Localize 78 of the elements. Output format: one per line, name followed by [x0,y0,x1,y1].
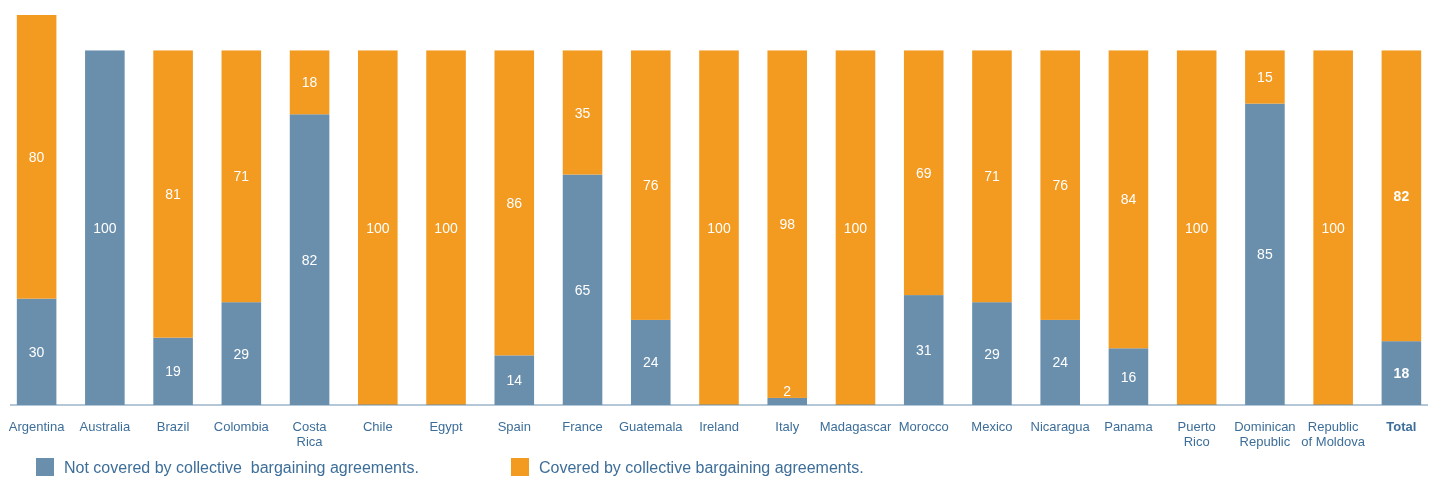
bar [903,50,944,296]
x-tick-label: Panama [1104,419,1154,434]
data-label: 16 [1120,368,1137,385]
x-tick-label: Ireland [699,419,739,434]
data-label: 85 [1257,246,1273,263]
data-label: 81 [165,186,182,203]
data-label: 84 [1120,191,1137,208]
data-label: 18 [301,74,318,91]
data-label: 24 [1052,354,1069,371]
data-label: 80 [28,148,45,165]
data-label: 86 [506,194,523,211]
data-label: 69 [915,164,932,181]
data-label: 35 [574,104,591,121]
data-label: 2 [783,382,792,399]
x-tick-label: Italy [775,419,800,434]
bar [699,50,739,405]
data-label: 65 [574,281,591,298]
data-label: 18 [1393,365,1410,382]
x-tick-label: Colombia [213,419,270,434]
bar [767,50,808,398]
bar [1313,50,1353,405]
bar [972,50,1012,303]
x-tick-label: Dominican Republic [1234,419,1296,449]
data-label: 100 [1321,219,1346,236]
x-tick-label: Madagascar [819,419,892,434]
data-label: 31 [915,342,932,359]
data-label: 100 [434,219,458,236]
data-label: 19 [165,363,182,380]
bar [562,50,603,175]
data-label: 24 [642,354,659,371]
x-tick-label: Guatemala [618,419,684,434]
data-label: 100 [93,219,117,236]
data-label: 76 [1052,177,1069,194]
x-tick-label: Spain [497,419,531,434]
data-label: 14 [506,372,523,389]
x-tick-label: Republic of Moldova [1301,419,1366,449]
bar [835,50,876,405]
x-tick-label: France [562,419,603,434]
data-label: 100 [843,219,868,236]
x-tick-label: Egypt [429,419,464,434]
x-tick-label: Chile [362,419,393,434]
data-label: 100 [1184,219,1209,236]
bar [289,50,330,115]
bar [1040,50,1080,320]
x-tick-label: Morocco [898,419,949,434]
data-label: 100 [707,219,731,236]
bar [153,50,193,338]
legend-label: Not covered by collective bargaining agreements. [64,459,419,476]
data-label: 82 [1393,187,1410,204]
bar [494,50,535,356]
data-label: 82 [301,251,318,268]
legend-label: Covered by collective bargaining agreements. [539,459,864,476]
data-label: 29 [233,345,250,362]
x-tick-label: Puerto Rico [1177,419,1216,449]
data-label: 15 [1257,69,1273,86]
data-label: 100 [366,219,390,236]
x-tick-label: Brazil [156,419,190,434]
bar [358,50,398,405]
data-label: 30 [28,343,45,360]
data-label: 71 [984,168,1000,185]
bar [1176,50,1217,405]
x-tick-label: Mexico [971,419,1013,434]
data-label: 98 [779,216,796,233]
data-label: 76 [642,177,659,194]
x-tick-label: Australia [79,419,131,434]
x-tick-label: Total [1386,419,1417,434]
bar [630,50,671,320]
bar [426,50,466,405]
x-tick-label: Nicaragua [1030,419,1091,434]
x-tick-label: Argentina [8,419,66,434]
data-label: 29 [984,345,1000,362]
bar [16,15,57,299]
bar [1108,50,1149,349]
bar [1381,50,1422,342]
data-label: 71 [233,168,250,185]
x-tick-label: Costa Rica [292,419,328,449]
bar [221,50,262,303]
bar [1245,50,1285,104]
